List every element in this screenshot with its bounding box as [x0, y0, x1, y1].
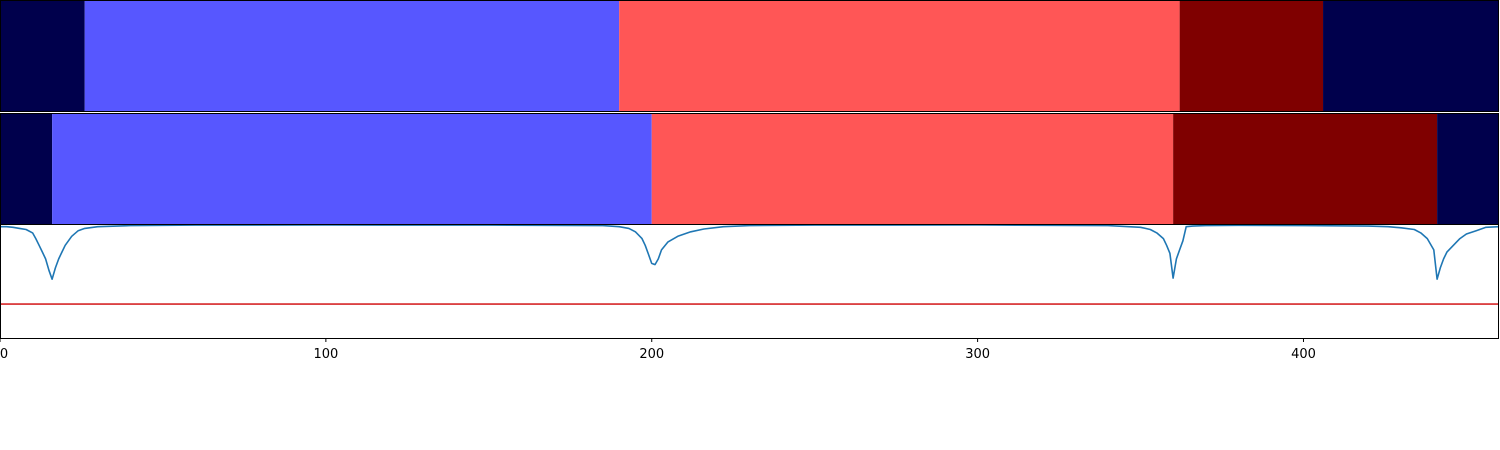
heatmap-segment-5	[1437, 113, 1499, 225]
series-line-blue	[0, 225, 1499, 281]
x-tick-label-200: 200	[639, 347, 664, 362]
x-tick-label-100: 100	[313, 347, 338, 362]
heatmap-panel-middle	[0, 113, 1499, 225]
x-tick-label-400: 400	[1291, 347, 1316, 362]
x-tick-label-0: 0	[0, 347, 8, 362]
heatmap-segment-1	[0, 113, 53, 225]
heatmap-segment-3	[619, 0, 1180, 112]
heatmap-segment-4	[1173, 113, 1438, 225]
heatmap-segment-3	[651, 113, 1174, 225]
heatmap-segment-2	[52, 113, 652, 225]
x-tick-label-300: 300	[965, 347, 990, 362]
series-group	[0, 225, 1499, 305]
heatmap-segment-2	[84, 0, 620, 112]
heatmap-segment-5	[1323, 0, 1499, 112]
heatmap-frame	[0, 0, 1499, 112]
heatmap-frame	[0, 113, 1499, 225]
heatmap-segment-1	[0, 0, 85, 112]
heatmap-panel-top	[0, 0, 1499, 112]
line-panel-bottom: 0 100 200 300 400	[0, 225, 1499, 362]
heatmap-segment-4	[1179, 0, 1324, 112]
